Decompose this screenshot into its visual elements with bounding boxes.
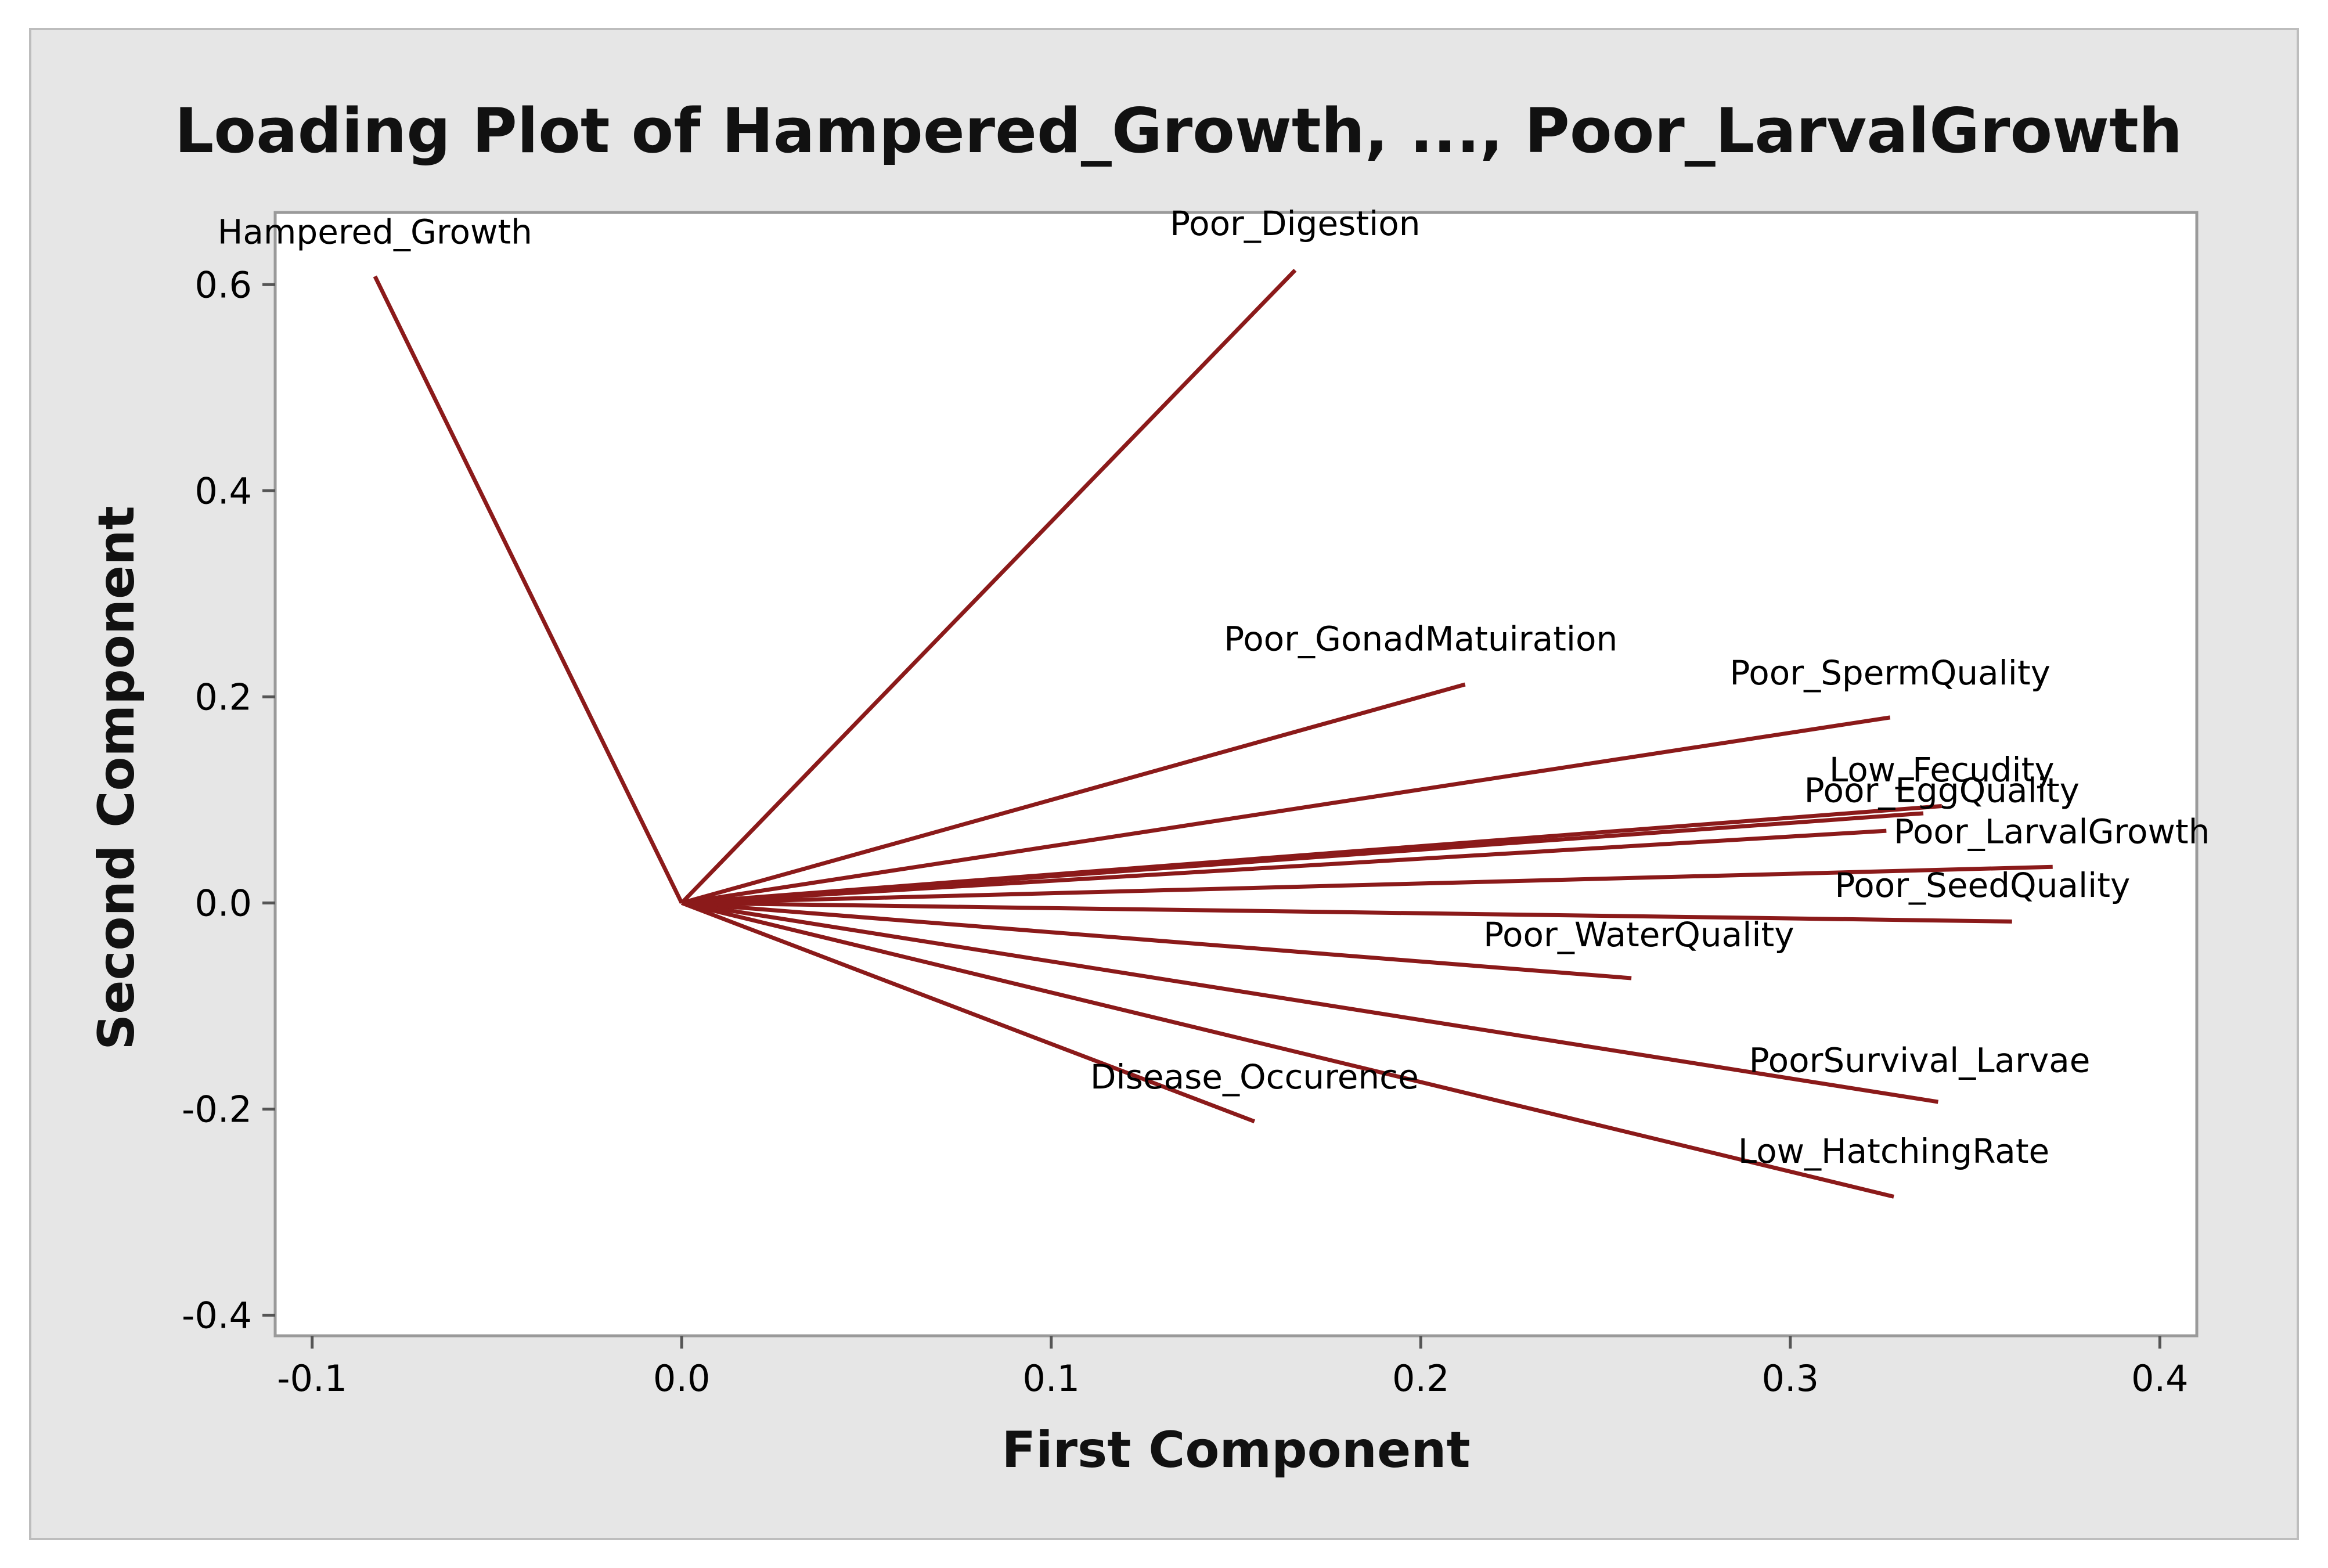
loading-label: Hampered_Growth (218, 212, 532, 251)
loading-label: Poor_Digestion (1170, 204, 1420, 243)
loading-vectors (373, 268, 2053, 1199)
y-tick-label: -0.2 (182, 1088, 252, 1130)
loading-vector-poor-waterquality (681, 900, 1632, 981)
x-axis-label: First Component (1001, 1421, 1470, 1479)
loading-vector (681, 811, 1924, 905)
loading-label: Poor_WaterQuality (1483, 915, 1794, 954)
loading-label: Low_HatchingRate (1738, 1131, 2049, 1171)
y-tick-label: 0.2 (194, 676, 252, 718)
y-tick-label: -0.4 (182, 1294, 252, 1336)
loading-label: Disease_Occurence (1090, 1057, 1419, 1097)
loading-vector (680, 901, 1256, 1124)
loading-label: Poor_GonadMatuiration (1224, 619, 1617, 658)
loading-vector (681, 900, 1938, 1104)
plot-area (273, 211, 2199, 1338)
loading-vector-unlabeled (682, 900, 2012, 924)
loading-label: Poor_LarvalGrowth (1894, 812, 2210, 851)
x-tick-label: 0.2 (1392, 1357, 1450, 1400)
loading-vector (681, 682, 1466, 905)
x-tick-label: 0.3 (1762, 1357, 1819, 1400)
loading-label: Poor_SpermQuality (1729, 653, 2050, 693)
chart-title: Loading Plot of Hampered_Growth, ..., Po… (175, 95, 2183, 167)
loading-vector (681, 715, 1891, 905)
loading-labels: Hampered_Growth Poor_Digestion Poor_GonadM… (218, 204, 2210, 1171)
y-axis-label: Second Component (88, 506, 146, 1050)
x-axis: -0.1 0.0 0.1 0.2 0.3 0.4 (277, 1336, 2189, 1400)
loading-vector (682, 864, 2053, 905)
loading-label: PoorSurvival_Larvae (1749, 1041, 2091, 1080)
y-tick-label: 0.0 (194, 882, 252, 924)
y-tick-label: 0.6 (194, 264, 252, 306)
loading-label: Poor_SeedQuality (1835, 866, 2130, 905)
loading-vector (681, 901, 1894, 1199)
x-tick-label: 0.4 (2131, 1357, 2189, 1400)
y-axis: 0.6 0.4 0.2 0.0 -0.2 -0.4 (182, 264, 275, 1336)
x-tick-label: -0.1 (277, 1357, 347, 1400)
loading-vector (681, 828, 1887, 905)
y-tick-label: 0.4 (194, 470, 252, 512)
loading-vector (373, 275, 684, 904)
loading-vector (680, 268, 1297, 904)
loading-label: Low_Fecudity (1829, 750, 2055, 790)
loading-label: Poor_EggQuality (1804, 770, 2080, 810)
x-tick-label: 0.1 (1022, 1357, 1080, 1400)
x-tick-label: 0.0 (653, 1357, 711, 1400)
